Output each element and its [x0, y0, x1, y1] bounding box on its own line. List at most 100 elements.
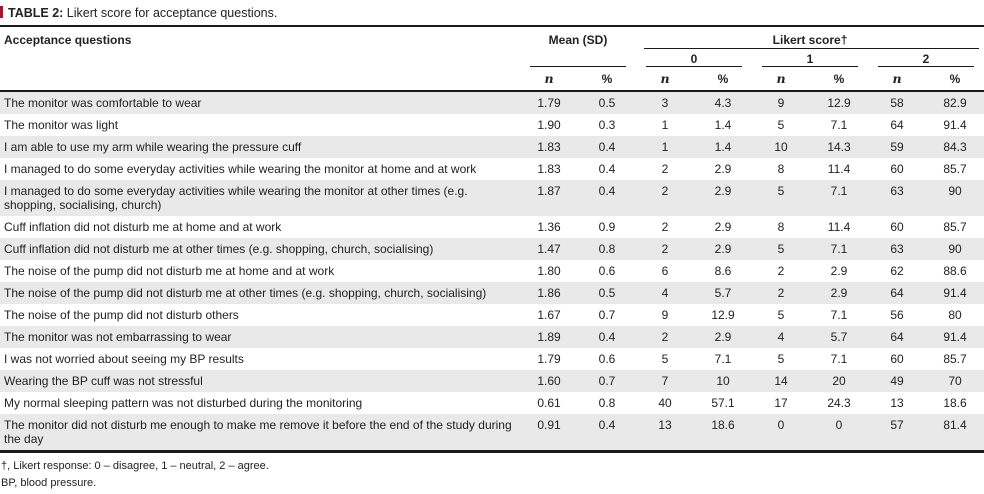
- header-acceptance-questions: Acceptance questions: [0, 27, 520, 92]
- mean-sd-underline: [530, 66, 627, 67]
- question-cell: Cuff inflation did not disturb me at oth…: [4, 242, 434, 256]
- group-0-label: 0: [690, 52, 698, 66]
- table-row: The noise of the pump did not disturb me…: [0, 260, 984, 282]
- header-pct-2: %: [926, 67, 984, 92]
- question-cell: Wearing the BP cuff was not stressful: [4, 374, 203, 388]
- header-n-2: n: [868, 67, 927, 92]
- table-row: The noise of the pump did not disturb ot…: [0, 304, 984, 326]
- header-n-1: n: [752, 67, 811, 92]
- pct1-cell: 7.1: [830, 242, 848, 256]
- header-likert-label: Likert score†: [772, 33, 848, 47]
- n1-cell: 2: [777, 286, 785, 300]
- pct0-cell: 18.6: [694, 414, 753, 453]
- n0-cell: 1: [661, 140, 669, 154]
- n2-cell: 62: [890, 264, 904, 278]
- caption-marker-icon: [0, 6, 3, 18]
- sd-cell: 0.4: [598, 140, 616, 154]
- mean-cell: 1.47: [537, 242, 561, 256]
- mean-cell: 1.67: [537, 308, 561, 322]
- caption-text: Likert score for acceptance questions.: [63, 6, 278, 20]
- table-row: The noise of the pump did not disturb me…: [0, 282, 984, 304]
- group-2-label: 2: [922, 52, 930, 66]
- pct2-cell: 91.4: [943, 118, 967, 132]
- n0-cell: 3: [661, 96, 669, 110]
- sd-cell: 0.4: [598, 162, 616, 176]
- n0-cell: 4: [661, 286, 669, 300]
- sd-cell: 0.3: [598, 118, 616, 132]
- n1-cell: 8: [777, 162, 785, 176]
- header-pct-mean: %: [578, 67, 637, 92]
- mean-cell: 1.83: [537, 162, 561, 176]
- header-group-2: 2: [868, 49, 984, 67]
- header-n-mean: n: [520, 67, 578, 92]
- n2-cell: 64: [890, 286, 904, 300]
- mean-cell: 1.60: [537, 374, 561, 388]
- table-body: The monitor was comfortable to wear 1.79…: [0, 91, 984, 453]
- pct0-cell: 1.4: [714, 140, 732, 154]
- pct0-cell: 57.1: [711, 396, 735, 410]
- header-group-0: 0: [636, 49, 752, 67]
- n1-cell: 5: [777, 118, 785, 132]
- table-row: Cuff inflation did not disturb me at hom…: [0, 216, 984, 238]
- question-cell: I managed to do some everyday activities…: [4, 162, 477, 176]
- header-n-0: n: [636, 67, 695, 92]
- pct2-cell: 18.6: [943, 396, 967, 410]
- group-2-underline: [878, 66, 975, 67]
- sd-cell: 0.7: [598, 308, 616, 322]
- n0-cell: 2: [661, 184, 669, 198]
- n1-cell: 5: [777, 184, 785, 198]
- pct1-cell: 2.9: [830, 286, 848, 300]
- pct1-cell: 7.1: [830, 118, 848, 132]
- pct1-cell: 0: [810, 414, 869, 453]
- pct2-cell: 80: [948, 308, 962, 322]
- pct1-cell: 2.9: [830, 264, 848, 278]
- pct2-cell: 88.6: [943, 264, 967, 278]
- pct0-cell: 10: [716, 374, 730, 388]
- header-group-1: 1: [752, 49, 868, 67]
- mean-cell: 1.80: [537, 264, 561, 278]
- n0-cell: 6: [661, 264, 669, 278]
- footnote-bp: BP, blood pressure.: [1, 476, 97, 489]
- pct0-cell: 5.7: [714, 286, 732, 300]
- sd-cell: 0.6: [598, 352, 616, 366]
- header-likert-score: Likert score†: [636, 27, 984, 49]
- sd-cell: 0.4: [578, 414, 637, 453]
- mean-cell: 0.91: [520, 414, 578, 453]
- sd-cell: 0.7: [598, 374, 616, 388]
- table-row: The monitor was light 1.90 0.3 1 1.4 5 7…: [0, 114, 984, 136]
- table-row: My normal sleeping pattern was not distu…: [0, 392, 984, 414]
- mean-cell: 1.89: [537, 330, 561, 344]
- n2-cell: 64: [890, 118, 904, 132]
- n2-cell: 64: [890, 330, 904, 344]
- group-1-label: 1: [806, 52, 814, 66]
- n1-cell: 10: [774, 140, 788, 154]
- header-pct-0: %: [694, 67, 753, 92]
- question-cell: The noise of the pump did not disturb ot…: [4, 308, 239, 322]
- table-row: The monitor was comfortable to wear 1.79…: [0, 91, 984, 114]
- footnote-likert: †, Likert response: 0 – disagree, 1 – ne…: [1, 460, 269, 472]
- sd-cell: 0.4: [598, 184, 616, 198]
- n1-cell: 5: [777, 308, 785, 322]
- mean-cell: 0.61: [537, 396, 561, 410]
- table-row: I managed to do some everyday activities…: [0, 180, 984, 216]
- n2-cell: 59: [890, 140, 904, 154]
- n0-cell: 5: [661, 352, 669, 366]
- question-cell: The noise of the pump did not disturb me…: [4, 264, 335, 278]
- question-cell: The monitor did not disturb me enough to…: [0, 414, 520, 453]
- pct1-cell: 7.1: [830, 184, 848, 198]
- table-row: I managed to do some everyday activities…: [0, 158, 984, 180]
- pct0-cell: 7.1: [714, 352, 732, 366]
- sd-cell: 0.4: [598, 330, 616, 344]
- n2-cell: 60: [890, 162, 904, 176]
- n0-cell: 2: [661, 242, 669, 256]
- question-cell: The noise of the pump did not disturb me…: [4, 286, 487, 300]
- n2-cell: 60: [890, 220, 904, 234]
- mean-cell: 1.86: [537, 286, 561, 300]
- n0-cell: 2: [661, 220, 669, 234]
- pct2-cell: 85.7: [943, 220, 967, 234]
- sd-cell: 0.6: [598, 264, 616, 278]
- pct1-cell: 20: [832, 374, 846, 388]
- table-row: I am able to use my arm while wearing th…: [0, 136, 984, 158]
- pct2-cell: 85.7: [943, 352, 967, 366]
- n1-cell: 0: [752, 414, 811, 453]
